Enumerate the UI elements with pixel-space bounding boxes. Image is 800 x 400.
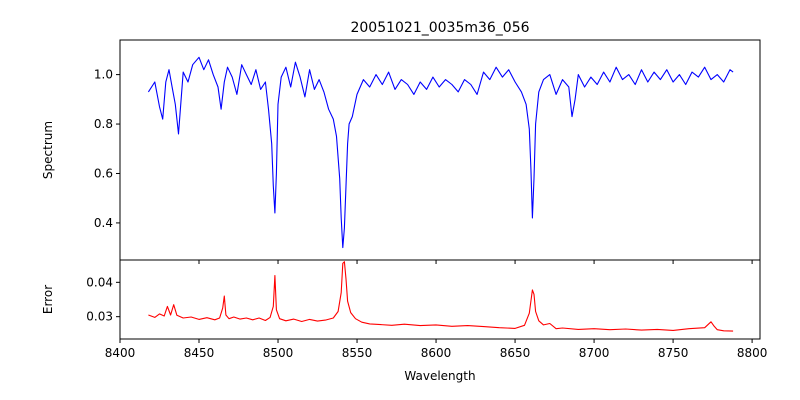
error-series-line xyxy=(148,261,734,332)
x-tick-label-8550: 8550 xyxy=(342,346,373,360)
x-axis-label: Wavelength xyxy=(404,369,475,383)
spectrum-series-line xyxy=(147,56,734,249)
x-tick-label-8400: 8400 xyxy=(105,346,136,360)
spectrum-y-axis-label: Spectrum xyxy=(41,121,55,179)
chart-title: 20051021_0035m36_056 xyxy=(350,20,529,36)
error-y-ticks: 0.03 0.04 xyxy=(86,275,120,324)
error-y-axis-label: Error xyxy=(41,285,55,314)
top-y-tick-label-0.6: 0.6 xyxy=(94,166,113,180)
top-y-tick-label-1: 1.0 xyxy=(94,68,113,82)
bottom-y-tick-label-0.03: 0.03 xyxy=(86,310,113,324)
error-axes-frame xyxy=(119,259,761,340)
spectrum-x-ticks xyxy=(119,260,753,264)
x-tick-label-8650: 8650 xyxy=(500,346,531,360)
top-y-tick-label-0.8: 0.8 xyxy=(94,117,113,131)
x-tick-label-8800: 8800 xyxy=(737,346,768,360)
x-tick-label-8700: 8700 xyxy=(579,346,610,360)
error-panel: 8400 8450 8500 8550 8600 8650 8700 8750 8800 0.0… xyxy=(41,259,768,383)
bottom-y-tick-label-0.04: 0.04 xyxy=(86,275,113,289)
spectrum-panel: 0.4 0.6 0.8 1.0 Spectrum xyxy=(41,39,761,264)
x-tick-label-8750: 8750 xyxy=(658,346,689,360)
x-tick-label-8600: 8600 xyxy=(421,346,452,360)
x-tick-label-8450: 8450 xyxy=(184,346,215,360)
spectrum-axes-frame xyxy=(119,39,761,261)
error-x-ticks: 8400 8450 8500 8550 8600 8650 8700 8750 8800 xyxy=(105,339,768,360)
x-tick-label-8500: 8500 xyxy=(263,346,294,360)
spectrum-y-ticks: 0.4 0.6 0.8 1.0 xyxy=(94,68,120,230)
top-y-tick-label-0.4: 0.4 xyxy=(94,216,113,230)
